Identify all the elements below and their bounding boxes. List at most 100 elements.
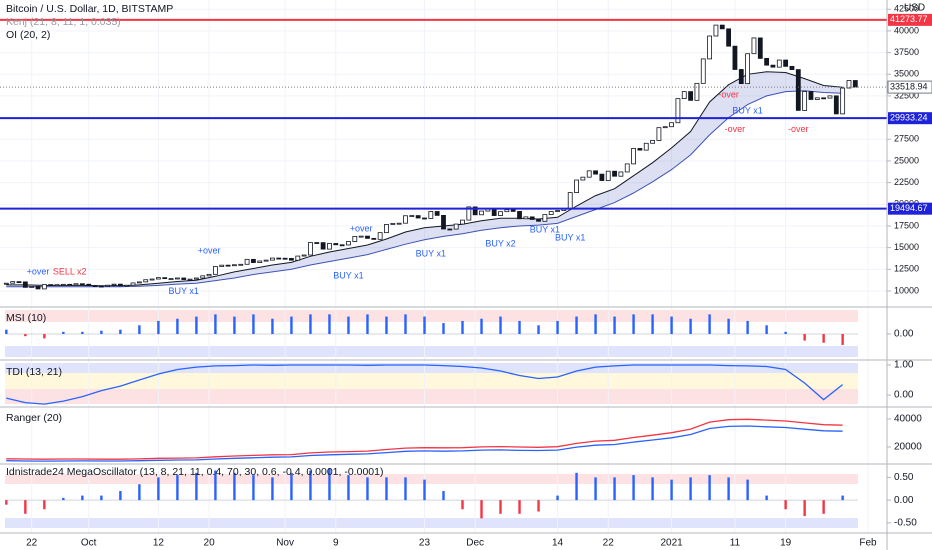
- candle-body: [371, 237, 377, 240]
- signal-label: -over: [718, 89, 739, 99]
- chart-title: Bitcoin / U.S. Dollar, 1D, BITSTAMP: [6, 3, 173, 15]
- candle-body: [105, 284, 111, 287]
- candle-body: [441, 214, 446, 230]
- candle-body: [295, 255, 301, 261]
- histogram-bar: [746, 479, 749, 501]
- histogram-bar: [5, 500, 8, 505]
- level-label-box: [888, 13, 932, 26]
- axis-unit: USD: [904, 3, 925, 14]
- candle-body: [10, 281, 16, 284]
- y-tick-label: 12500: [894, 264, 919, 274]
- indicator-line: [6, 425, 843, 462]
- x-tick-label: 12: [153, 538, 165, 549]
- histogram-bar: [822, 500, 825, 514]
- candle-body: [301, 254, 307, 257]
- candle-body: [200, 275, 206, 279]
- candle-body: [155, 277, 161, 280]
- x-tick-label: 22: [26, 538, 38, 549]
- candle-body: [41, 284, 47, 290]
- candle-body: [719, 24, 725, 30]
- candle-body: [22, 281, 28, 288]
- candle-body: [821, 97, 827, 100]
- indicator-label: Kenj (21, 8, 11, 1, 0.035): [6, 16, 121, 28]
- candle-body: [624, 163, 630, 173]
- candle-body: [384, 224, 389, 234]
- candle-body: [98, 285, 104, 288]
- candle-body: [681, 91, 687, 100]
- candle-body: [523, 216, 529, 220]
- histogram-bar: [575, 316, 578, 334]
- histogram-bar: [328, 468, 331, 501]
- histogram-bar: [233, 472, 236, 501]
- histogram-bar: [62, 497, 65, 501]
- y-tick-label: 1.00: [894, 360, 914, 371]
- histogram-bar: [43, 334, 46, 339]
- y-tick-label: 22500: [894, 177, 919, 187]
- candle-body: [162, 277, 168, 280]
- candle-body: [517, 211, 522, 220]
- histogram-bar: [214, 314, 217, 334]
- candle-body: [808, 91, 814, 100]
- candle-body: [117, 283, 123, 287]
- x-tick-label: 14: [552, 538, 564, 549]
- histogram-bar: [195, 472, 198, 501]
- y-tick-label: 10000: [894, 285, 919, 295]
- candle-body: [377, 232, 383, 240]
- y-tick-label: 32500: [894, 90, 919, 100]
- candle-body: [643, 142, 649, 151]
- y-tick-label: 27500: [894, 134, 919, 144]
- histogram-bar: [632, 475, 635, 501]
- histogram-bar: [138, 325, 141, 334]
- histogram-bar: [746, 320, 749, 334]
- candle-body: [86, 283, 92, 287]
- histogram-bar: [841, 334, 844, 345]
- candle-body: [827, 95, 833, 99]
- candle-body: [479, 210, 484, 216]
- y-tick-label: 42500: [894, 4, 919, 14]
- candle-body: [365, 235, 370, 239]
- signal-label: SELL x2: [53, 266, 87, 276]
- y-tick-label: 0.00: [894, 390, 914, 401]
- histogram-bar: [119, 329, 122, 334]
- ribbon-fill: [6, 71, 843, 287]
- candle-body: [48, 284, 54, 286]
- y-tick-label: -0.50: [894, 518, 917, 529]
- candle-body: [688, 91, 693, 101]
- candle-body: [35, 286, 41, 290]
- y-tick-label: 0.00: [894, 495, 914, 506]
- x-tick-label: 23: [419, 538, 431, 549]
- candle-body: [675, 98, 681, 124]
- histogram-bar: [81, 495, 84, 501]
- signal-label: -over: [788, 124, 809, 134]
- last-price-box: [887, 80, 932, 94]
- candle-body: [219, 264, 225, 267]
- candle-body: [92, 285, 98, 288]
- histogram-bar: [423, 316, 426, 334]
- histogram-bar: [347, 316, 350, 334]
- candle-body: [580, 176, 586, 181]
- x-tick-label: 11: [730, 538, 741, 549]
- candle-body: [852, 80, 858, 88]
- axis-layer: 22 Oct 12 20 Nov 9 23 Dec 14 22 2021 11 19 Feb 10000 12…: [26, 4, 932, 549]
- candle-body: [466, 206, 472, 221]
- candle-body: [320, 242, 326, 250]
- candle-body: [510, 209, 516, 212]
- histogram-bar: [651, 314, 654, 334]
- osc-lower-band: [5, 518, 858, 528]
- candle-body: [707, 35, 712, 60]
- histogram-bar: [708, 314, 711, 334]
- histogram-bar: [138, 484, 141, 501]
- histogram-bar: [252, 314, 255, 334]
- candle-body: [168, 278, 174, 281]
- candle-body: [757, 37, 763, 59]
- histogram-bar: [119, 491, 122, 501]
- candle-body: [308, 242, 313, 256]
- candle-body: [54, 284, 60, 287]
- tdi-mid-band: [5, 373, 858, 389]
- candle-body: [225, 264, 231, 267]
- histogram-bar: [784, 500, 787, 510]
- signal-label: +over: [27, 266, 50, 276]
- candle-body: [764, 57, 770, 66]
